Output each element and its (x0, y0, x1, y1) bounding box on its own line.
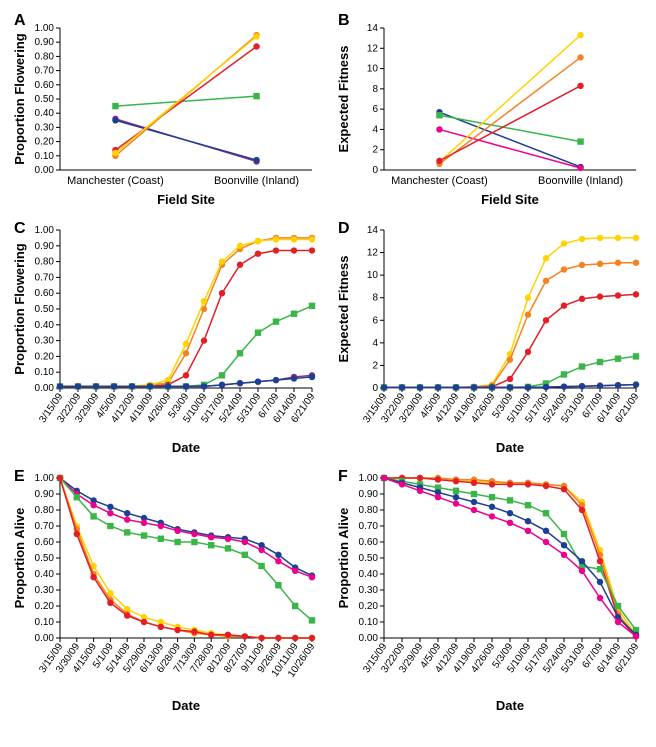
svg-text:0.80: 0.80 (35, 51, 55, 62)
panel-label-D: D (338, 220, 350, 238)
svg-text:4: 4 (372, 338, 378, 349)
svg-text:0.60: 0.60 (35, 537, 55, 548)
svg-text:0.50: 0.50 (35, 304, 55, 315)
panel-D: D024681012143/15/093/22/093/29/094/5/094… (334, 218, 646, 458)
svg-text:0.70: 0.70 (35, 272, 55, 283)
svg-text:0.80: 0.80 (35, 505, 55, 516)
svg-text:Date: Date (172, 440, 200, 455)
svg-text:Date: Date (172, 698, 200, 713)
svg-text:0.30: 0.30 (35, 336, 55, 347)
svg-text:0.00: 0.00 (359, 633, 379, 644)
svg-text:0.10: 0.10 (35, 367, 55, 378)
svg-text:14: 14 (367, 225, 379, 236)
svg-text:8: 8 (372, 293, 378, 304)
svg-text:0.20: 0.20 (35, 351, 55, 362)
svg-text:0.80: 0.80 (359, 505, 379, 516)
svg-text:2: 2 (372, 145, 378, 156)
svg-text:0.00: 0.00 (35, 383, 55, 394)
chart-grid: A 0.00 0.10 0.20 0.30 0.40 0.50 0.60 0.70 0.80 0.9… (10, 10, 646, 716)
svg-text:0.80: 0.80 (35, 257, 55, 268)
svg-text:0: 0 (372, 165, 378, 176)
svg-text:Proportion Flowering: Proportion Flowering (12, 243, 27, 374)
svg-text:1.00: 1.00 (35, 23, 55, 34)
panel-label-F: F (338, 468, 348, 486)
svg-text:0.20: 0.20 (35, 137, 55, 148)
svg-text:Date: Date (496, 440, 524, 455)
panel-A: A 0.00 0.10 0.20 0.30 0.40 0.50 0.60 0.70 0.80 0.9… (10, 10, 322, 210)
svg-text:14: 14 (367, 23, 379, 34)
svg-text:0.10: 0.10 (35, 617, 55, 628)
svg-text:1.00: 1.00 (359, 473, 379, 484)
svg-text:0.50: 0.50 (35, 553, 55, 564)
svg-text:Field Site: Field Site (157, 192, 215, 207)
svg-text:6: 6 (372, 104, 378, 115)
svg-text:8: 8 (372, 84, 378, 95)
svg-text:0: 0 (372, 383, 378, 394)
svg-text:0.90: 0.90 (35, 489, 55, 500)
svg-text:0.40: 0.40 (35, 320, 55, 331)
svg-text:0.60: 0.60 (35, 80, 55, 91)
svg-text:12: 12 (367, 43, 379, 54)
svg-text:0.90: 0.90 (35, 241, 55, 252)
svg-text:0.90: 0.90 (35, 37, 55, 48)
svg-text:0.70: 0.70 (35, 521, 55, 532)
svg-text:0.20: 0.20 (359, 601, 379, 612)
svg-text:2: 2 (372, 360, 378, 371)
svg-text:0.50: 0.50 (35, 94, 55, 105)
panel-label-A: A (14, 12, 26, 30)
svg-text:0.40: 0.40 (35, 569, 55, 580)
panel-C: C 0.00 0.10 0.20 0.30 0.40 0.50 0.60 0.70 0.80 0.9… (10, 218, 322, 458)
svg-text:6: 6 (372, 315, 378, 326)
svg-text:4: 4 (372, 124, 378, 135)
svg-text:1.00: 1.00 (35, 225, 55, 236)
svg-text:0.30: 0.30 (35, 122, 55, 133)
svg-text:Expected Fitness: Expected Fitness (336, 46, 351, 153)
svg-text:0.50: 0.50 (359, 553, 379, 564)
svg-text:0.90: 0.90 (359, 489, 379, 500)
svg-text:0.70: 0.70 (35, 66, 55, 77)
svg-text:Field Site: Field Site (481, 192, 539, 207)
svg-text:Boonville (Inland): Boonville (Inland) (538, 175, 623, 187)
svg-text:Proportion Alive: Proportion Alive (336, 508, 351, 609)
svg-text:0.60: 0.60 (359, 537, 379, 548)
panel-label-C: C (14, 220, 26, 238)
panel-label-B: B (338, 12, 350, 30)
svg-text:Proportion Flowering: Proportion Flowering (12, 33, 27, 164)
svg-text:Expected Fitness: Expected Fitness (336, 256, 351, 363)
svg-text:Date: Date (496, 698, 524, 713)
svg-text:0.20: 0.20 (35, 601, 55, 612)
svg-text:Proportion Alive: Proportion Alive (12, 508, 27, 609)
svg-text:10: 10 (367, 64, 379, 75)
svg-text:0.70: 0.70 (359, 521, 379, 532)
svg-text:0.40: 0.40 (359, 569, 379, 580)
svg-text:0.40: 0.40 (35, 108, 55, 119)
svg-text:0.30: 0.30 (359, 585, 379, 596)
svg-text:Manchester (Coast): Manchester (Coast) (391, 175, 488, 187)
svg-text:0.10: 0.10 (35, 151, 55, 162)
svg-text:Boonville (Inland): Boonville (Inland) (214, 175, 299, 187)
panel-B: B 0 2 4 6 8 10 12 14 Manchester (Coast) Boonville … (334, 10, 646, 210)
panel-label-E: E (14, 468, 25, 486)
svg-text:0.00: 0.00 (35, 633, 55, 644)
svg-text:Manchester (Coast): Manchester (Coast) (67, 175, 164, 187)
svg-text:0.60: 0.60 (35, 288, 55, 299)
svg-text:12: 12 (367, 248, 379, 259)
panel-F: F 0.00 0.10 0.20 0.30 0.40 0.50 0.60 0.70 0.80 0.9… (334, 466, 646, 716)
svg-text:10: 10 (367, 270, 379, 281)
svg-text:0.30: 0.30 (35, 585, 55, 596)
svg-text:0.10: 0.10 (359, 617, 379, 628)
svg-text:0.00: 0.00 (35, 165, 55, 176)
svg-text:1.00: 1.00 (35, 473, 55, 484)
panel-E: E 0.00 0.10 0.20 0.30 0.40 0.50 0.60 0.70 0.80 0.9… (10, 466, 322, 716)
